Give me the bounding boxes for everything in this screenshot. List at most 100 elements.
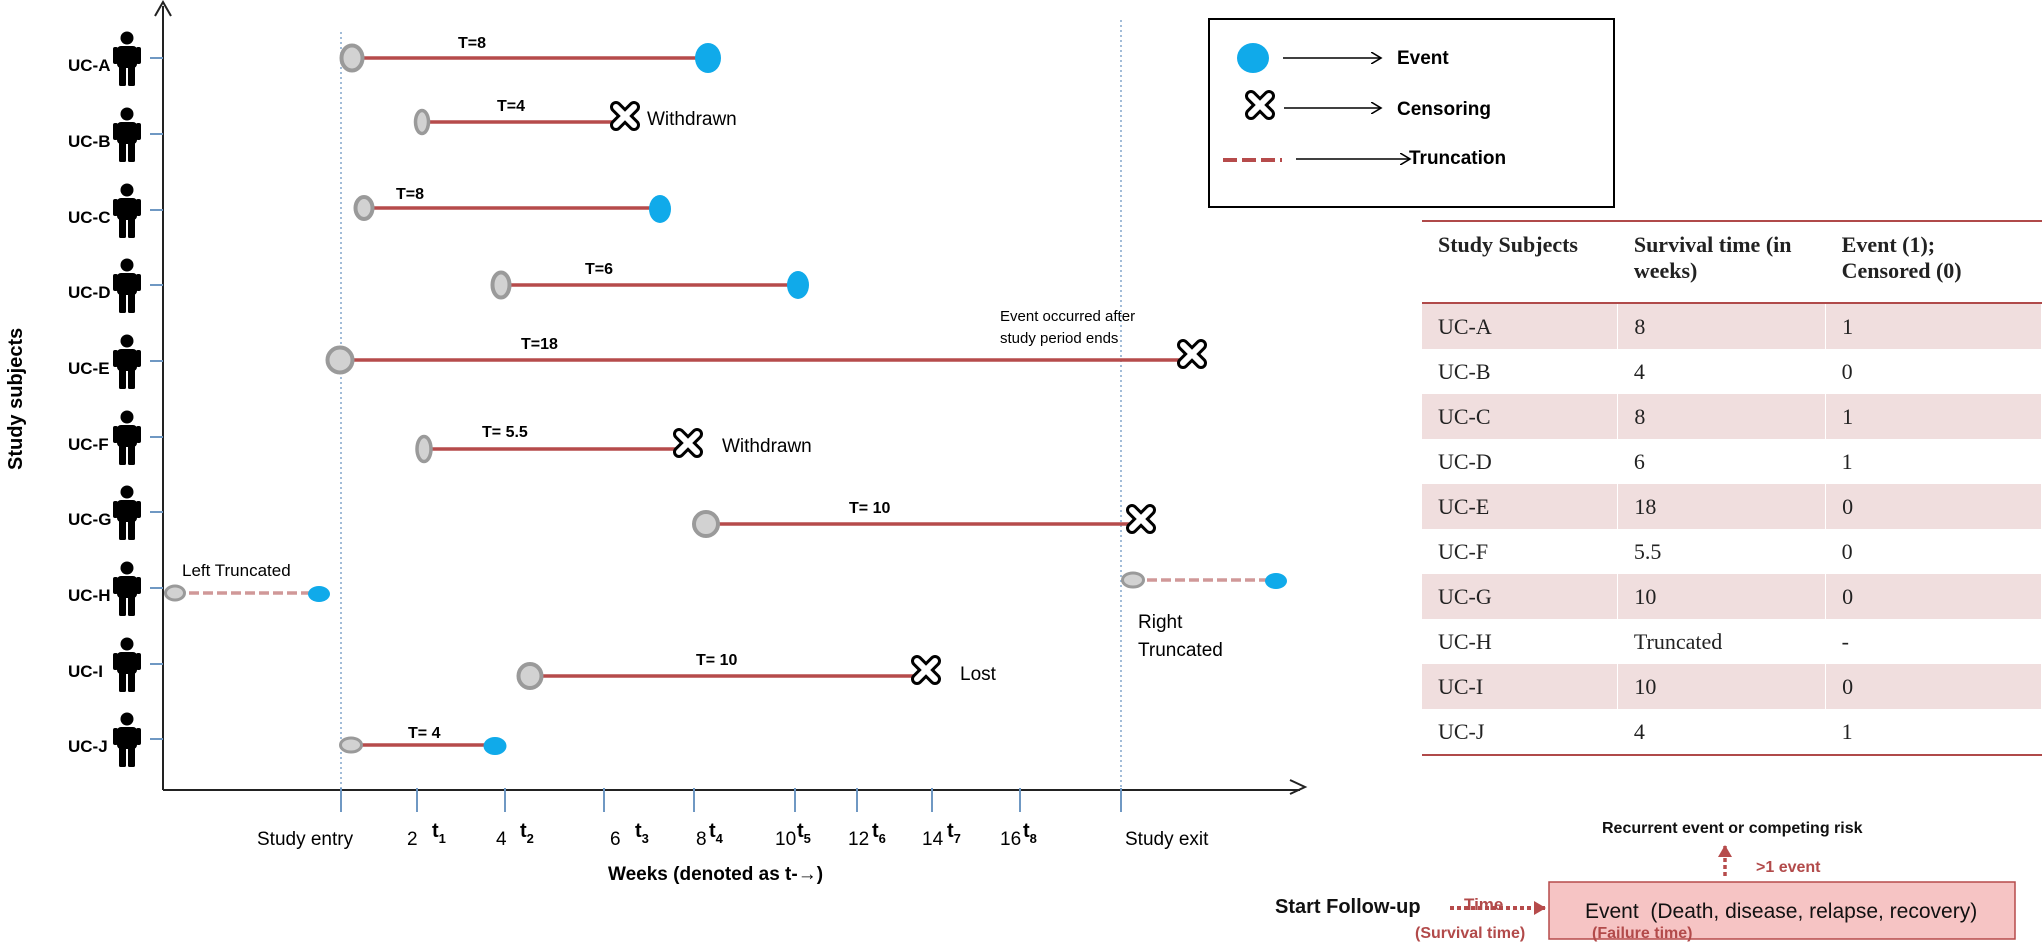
censoring-marker bbox=[917, 661, 935, 679]
event-marker bbox=[1265, 573, 1287, 589]
table-row: UC-B 4 0 bbox=[1422, 349, 2042, 394]
person-icon bbox=[113, 183, 141, 238]
cell-status: 0 bbox=[1825, 664, 2042, 709]
legend-truncation-label: Truncation bbox=[1409, 148, 1506, 169]
timeline-uc-g: T= 10 bbox=[692, 500, 1150, 538]
tick-t-label: t6 bbox=[872, 820, 886, 846]
person-icon bbox=[113, 31, 141, 86]
table-row: UC-I 10 0 bbox=[1422, 664, 2042, 709]
cell-subject: UC-D bbox=[1438, 448, 1492, 474]
censor-note: Lost bbox=[960, 664, 997, 685]
cell-status: - bbox=[1841, 628, 1849, 654]
duration-label: T=8 bbox=[458, 35, 486, 52]
start-marker bbox=[415, 434, 433, 464]
subject-label: UC-G bbox=[68, 510, 111, 529]
tick-number: 14 bbox=[922, 829, 944, 850]
person-icon bbox=[113, 485, 141, 540]
cell-status: 1 bbox=[1825, 394, 2042, 439]
y-axis-title: Study subjects bbox=[5, 328, 27, 470]
subject-row-uc-a: UC-A bbox=[68, 31, 163, 86]
censoring-marker bbox=[1132, 510, 1150, 528]
cell-time: 6 bbox=[1633, 448, 1645, 474]
subject-row-uc-h: UC-H bbox=[68, 561, 163, 616]
censor-note: Withdrawn bbox=[722, 436, 812, 457]
subject-label: UC-F bbox=[68, 435, 109, 454]
x-axis-arrowhead bbox=[1289, 779, 1308, 795]
survival-table-container: Study Subjects Survival time (in weeks) E… bbox=[1422, 220, 2042, 756]
subject-label: UC-D bbox=[68, 283, 111, 302]
survival-time-label: (Survival time) bbox=[1415, 925, 1525, 942]
subject-row-uc-g: UC-G bbox=[68, 485, 163, 540]
table-row: UC-F 5.5 0 bbox=[1422, 529, 2042, 574]
tick-t-label: t4 bbox=[709, 820, 724, 846]
cell-subject: UC-H bbox=[1438, 628, 1492, 654]
annotation-line2: study period ends bbox=[1000, 330, 1118, 347]
start-marker bbox=[325, 345, 355, 375]
more-events-label: >1 event bbox=[1756, 859, 1821, 876]
cell-subject: UC-A bbox=[1422, 303, 1619, 349]
cell-time: 10 bbox=[1617, 574, 1827, 619]
timeline-uc-i: T= 10 Lost bbox=[516, 652, 997, 690]
right-truncated-label-line2: Truncated bbox=[1138, 640, 1223, 661]
survival-table: Study Subjects Survival time (in weeks) E… bbox=[1422, 220, 2042, 756]
cell-subject: UC-I bbox=[1422, 664, 1619, 709]
person-icon bbox=[113, 334, 141, 389]
tick-t-label: t5 bbox=[797, 820, 811, 846]
duration-label: T= 4 bbox=[408, 725, 441, 742]
event-marker bbox=[649, 195, 671, 223]
table-row: UC-G 10 0 bbox=[1422, 574, 2042, 619]
person-icon bbox=[113, 637, 141, 692]
left-truncated-label: Left Truncated bbox=[182, 561, 291, 580]
censor-note: Withdrawn bbox=[647, 109, 737, 130]
duration-label: T=4 bbox=[497, 98, 525, 115]
event-marker bbox=[483, 737, 507, 755]
duration-label: T=8 bbox=[396, 186, 424, 203]
tick-t-label: t8 bbox=[1023, 820, 1037, 846]
censoring-marker bbox=[1183, 345, 1201, 363]
tick-number: 4 bbox=[496, 829, 507, 850]
timeline-uc-c: T=8 bbox=[353, 186, 671, 223]
tick-number: 10 bbox=[775, 829, 796, 850]
header-study-subjects: Study Subjects bbox=[1422, 220, 1618, 304]
header-event-censored: Event (1); Censored (0) bbox=[1825, 220, 2042, 304]
tick-t-label: t2 bbox=[520, 820, 534, 846]
table-row: UC-H Truncated - bbox=[1422, 619, 2042, 664]
cell-status: 0 bbox=[1825, 574, 2042, 619]
event-box bbox=[1548, 881, 2016, 940]
event-legend-marker bbox=[1237, 43, 1269, 73]
cell-status: 1 bbox=[1825, 709, 2042, 756]
legend-censoring-label: Censoring bbox=[1397, 99, 1491, 120]
duration-label: T=6 bbox=[585, 261, 613, 278]
tick-number: 16 bbox=[1000, 829, 1021, 850]
study-exit-label: Study exit bbox=[1125, 829, 1209, 850]
person-icon bbox=[113, 410, 141, 465]
subject-label: UC-J bbox=[68, 737, 108, 756]
subject-row-uc-b: UC-B bbox=[68, 107, 163, 162]
start-marker bbox=[490, 270, 512, 300]
duration-label: T= 5.5 bbox=[482, 424, 528, 441]
tick-t-label: t1 bbox=[432, 820, 446, 846]
person-icon bbox=[113, 258, 141, 313]
cell-status: 0 bbox=[1841, 538, 1853, 564]
cell-subject: UC-G bbox=[1422, 574, 1619, 619]
table-row: UC-D 6 1 bbox=[1422, 439, 2042, 484]
start-follow-up-label: Start Follow-up bbox=[1275, 896, 1421, 918]
subject-label: UC-B bbox=[68, 132, 111, 151]
cell-time: 10 bbox=[1617, 664, 1827, 709]
tick-number: 6 bbox=[610, 829, 621, 850]
event-box-label: Event (Death, disease, relapse, recovery… bbox=[1585, 900, 1977, 923]
start-marker bbox=[339, 43, 365, 73]
subject-row-uc-i: UC-I bbox=[68, 637, 163, 692]
duration-label: T=18 bbox=[521, 336, 558, 353]
cell-status: 1 bbox=[1841, 448, 1853, 474]
start-marker bbox=[413, 108, 431, 136]
timeline-uc-d: T=6 bbox=[490, 261, 809, 300]
person-icon bbox=[113, 107, 141, 162]
header-survival-time: Survival time (in weeks) bbox=[1617, 220, 1826, 304]
cell-subject: UC-C bbox=[1422, 394, 1619, 439]
start-marker bbox=[516, 662, 544, 690]
subject-rows: UC-A UC-B UC-C UC-D UC-E UC-F bbox=[68, 31, 163, 767]
y-axis-arrowhead bbox=[154, 0, 172, 17]
legend: Event Censoring Truncation bbox=[1208, 18, 1615, 208]
